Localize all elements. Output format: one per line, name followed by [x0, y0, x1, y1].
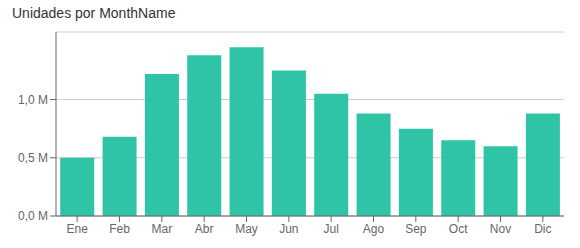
svg-text:Mar: Mar [151, 222, 172, 236]
svg-text:Ene: Ene [66, 222, 88, 236]
svg-text:0,5 M: 0,5 M [18, 151, 48, 165]
svg-text:Jul: Jul [323, 222, 338, 236]
svg-text:Ago: Ago [363, 222, 385, 236]
svg-text:Abr: Abr [195, 222, 214, 236]
svg-text:Feb: Feb [109, 222, 130, 236]
svg-text:Oct: Oct [449, 222, 468, 236]
svg-text:Dic: Dic [534, 222, 551, 236]
html-text:Unidades por MonthName: Unidades por MonthName [12, 5, 176, 21]
svg-text:May: May [235, 222, 258, 236]
svg-text:Nov: Nov [490, 222, 511, 236]
svg-text:Sep: Sep [405, 222, 427, 236]
svg-text:1,0 M: 1,0 M [18, 93, 48, 107]
svg-text:Jun: Jun [279, 222, 298, 236]
svg-text:0,0 M: 0,0 M [18, 209, 48, 223]
